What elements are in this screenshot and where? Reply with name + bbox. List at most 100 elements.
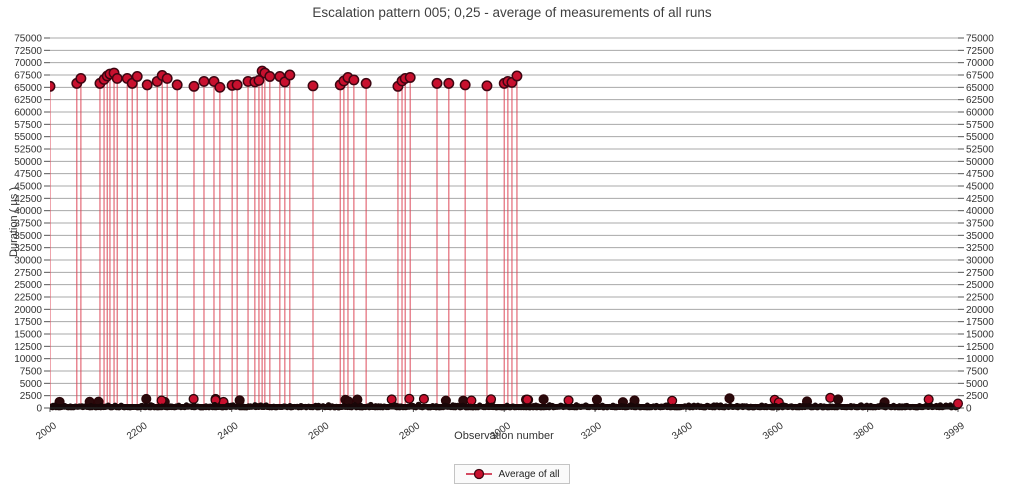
y-tick-label-right: 35000 [966, 231, 994, 242]
spike-marker [131, 71, 143, 82]
y-tick-label-right: 75000 [966, 34, 994, 45]
spike-marker [188, 80, 200, 92]
y-tick-label-left: 60000 [14, 108, 42, 119]
y-tick-label-left: 32500 [14, 243, 42, 254]
baseline-bump-marker [404, 393, 415, 404]
spike-marker [50, 80, 56, 92]
y-tick-label-right: 37500 [966, 219, 994, 230]
spike-marker [348, 74, 360, 86]
y-tick-label-right: 32500 [966, 243, 994, 254]
spike-marker [253, 74, 265, 86]
y-tick-label-left: 5000 [20, 379, 43, 390]
y-tick-label-right: 57500 [966, 120, 994, 131]
y-tick-label-left: 10000 [14, 354, 42, 365]
spike-marker [171, 79, 183, 91]
y-tick-label-left: 7500 [20, 367, 43, 378]
y-tick-label-right: 67500 [966, 71, 994, 82]
legend-marker-icon [465, 468, 492, 480]
baseline-bump-marker [188, 393, 199, 405]
spike-marker [443, 77, 455, 89]
spike-marker [459, 79, 471, 91]
spike-marker [198, 75, 210, 87]
y-tick-label-left: 72500 [14, 46, 42, 57]
baseline-bump-marker [522, 394, 533, 405]
y-tick-label-right: 22500 [966, 293, 994, 304]
baseline-bump-marker [418, 393, 429, 405]
baseline-bump-marker [724, 393, 735, 404]
baseline-bump-marker [485, 394, 497, 405]
spike-marker [360, 77, 372, 89]
y-tick-label-left: 65000 [14, 83, 42, 94]
spike-marker [214, 81, 226, 93]
y-tick-label-left: 30000 [14, 256, 42, 267]
spike-marker [141, 79, 153, 91]
y-tick-label-right: 5000 [966, 379, 989, 390]
spike-marker [264, 71, 276, 82]
spike-marker [75, 73, 87, 84]
spike-marker [307, 80, 319, 92]
spike-marker [161, 73, 173, 84]
y-tick-label-left: 17500 [14, 317, 42, 328]
y-tick-label-right: 65000 [966, 83, 994, 94]
spike-marker [111, 73, 123, 84]
baseline-bump-marker [466, 395, 477, 406]
y-tick-label-right: 40000 [966, 206, 994, 217]
y-axis-title: Duration ( µs ) [8, 187, 20, 257]
y-tick-label-right: 25000 [966, 280, 994, 291]
y-tick-label-left: 15000 [14, 330, 42, 341]
spike-marker [404, 72, 416, 83]
y-tick-label-left: 47500 [14, 169, 42, 180]
spike-marker [284, 69, 296, 81]
y-tick-label-left: 22500 [14, 293, 42, 304]
y-tick-label-left: 55000 [14, 132, 42, 143]
y-tick-label-left: 40000 [14, 206, 42, 217]
y-tick-label-left: 42500 [14, 194, 42, 205]
y-tick-label-right: 15000 [966, 330, 994, 341]
spike-marker [511, 70, 523, 82]
baseline-bump-marker [234, 395, 245, 406]
y-tick-label-right: 12500 [966, 342, 994, 353]
y-tick-label-right: 30000 [966, 256, 994, 267]
y-tick-label-right: 0 [966, 404, 972, 415]
y-tick-label-left: 20000 [14, 305, 42, 316]
y-tick-label-left: 70000 [14, 58, 42, 69]
y-tick-label-right: 47500 [966, 169, 994, 180]
y-tick-label-left: 75000 [14, 34, 42, 45]
y-tick-label-right: 27500 [966, 268, 994, 279]
y-tick-label-right: 50000 [966, 157, 994, 168]
y-tick-label-left: 52500 [14, 145, 42, 156]
x-axis-title: Observation number [454, 430, 554, 442]
y-tick-label-left: 50000 [14, 157, 42, 168]
spike-marker [231, 79, 243, 91]
y-tick-label-right: 45000 [966, 182, 994, 193]
y-tick-label-right: 52500 [966, 145, 994, 156]
y-tick-label-right: 10000 [966, 354, 994, 365]
y-tick-label-right: 20000 [966, 305, 994, 316]
legend-item-average-of-all[interactable]: Average of all [453, 464, 571, 484]
y-tick-label-right: 62500 [966, 95, 994, 106]
y-tick-label-right: 42500 [966, 194, 994, 205]
y-tick-label-left: 62500 [14, 95, 42, 106]
y-tick-label-left: 0 [36, 404, 42, 415]
y-tick-label-right: 2500 [966, 391, 989, 402]
baseline-bump-marker [563, 395, 574, 406]
baseline-bump-marker [923, 394, 934, 405]
y-tick-label-left: 12500 [14, 342, 42, 353]
y-tick-label-right: 72500 [966, 46, 994, 57]
spike-marker [481, 80, 493, 92]
y-tick-label-right: 55000 [966, 132, 994, 143]
y-tick-label-left: 27500 [14, 268, 42, 279]
chart-title: Escalation pattern 005; 0,25 - average o… [312, 5, 712, 20]
y-tick-label-right: 7500 [966, 367, 989, 378]
baseline-bump-marker [833, 394, 844, 405]
baseline-bump-marker [591, 394, 602, 405]
y-tick-label-right: 60000 [966, 108, 994, 119]
y-tick-label-left: 2500 [20, 391, 43, 402]
spike-marker [431, 77, 443, 89]
legend-label: Average of all [498, 468, 560, 480]
baseline-end-marker [952, 398, 964, 409]
y-tick-label-left: 37500 [14, 219, 42, 230]
legend: Average of all [0, 464, 1024, 484]
y-tick-label-left: 25000 [14, 280, 42, 291]
